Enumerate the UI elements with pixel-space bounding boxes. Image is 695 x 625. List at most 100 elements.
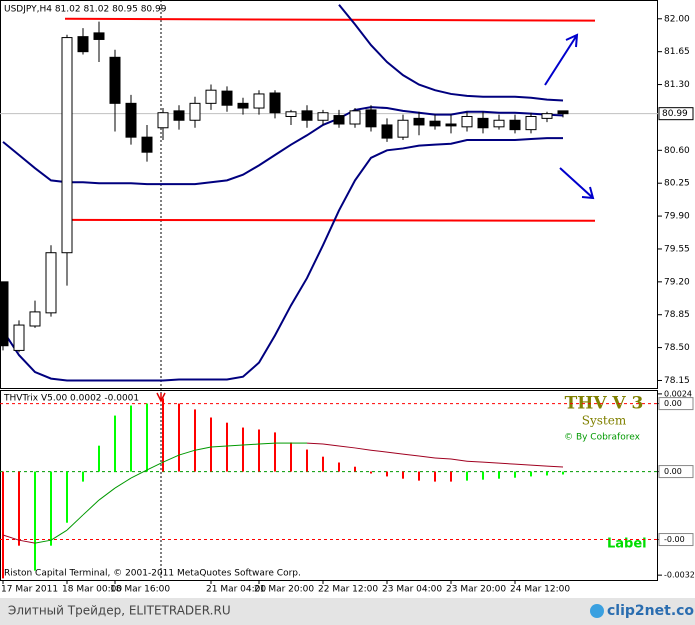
y-tick-label: 79.55 [664, 244, 690, 254]
footer-logo: clip2net.com [607, 603, 695, 619]
signal-line [354, 447, 372, 451]
y-tick-label: 0.00 [664, 467, 682, 476]
price-box [658, 107, 694, 121]
candle-body [461, 115, 473, 128]
label-text: Label [607, 537, 647, 552]
indicator-panel [0, 390, 658, 581]
y-tick-label: 82.00 [664, 14, 690, 24]
background [0, 0, 695, 598]
indicator-title: THVTrix V5.00 0.0002 -0.0001 [3, 394, 139, 404]
x-tick-label: 24 Mar 12:00 [510, 585, 570, 595]
signal-line [114, 477, 132, 489]
x-tick-label: 18 Mar 00:00 [62, 585, 122, 595]
x-tick-label: 21 Mar 20:00 [254, 585, 314, 595]
thv-subtitle: System [582, 414, 627, 428]
candle-body [13, 324, 25, 351]
y-tick-label: 0.0024 [664, 389, 692, 398]
signal-line [226, 444, 244, 447]
y-tick-label: 78.85 [664, 310, 690, 320]
level-line [64, 218, 596, 222]
candle-body [189, 102, 201, 121]
x-tick-label: 23 Mar 20:00 [446, 585, 506, 595]
candle-body [93, 32, 105, 40]
candle-body [221, 90, 233, 106]
thv-title: THV V 3 [565, 394, 644, 414]
signal-line [2, 534, 20, 541]
candle-body [317, 112, 329, 121]
level-line [64, 17, 596, 22]
tick-box [658, 533, 694, 547]
signal-line [402, 453, 420, 457]
candle-body [141, 136, 153, 153]
signal-line [338, 445, 356, 449]
candle-body [445, 123, 457, 127]
signal-line [530, 464, 548, 467]
signal-line [370, 449, 388, 453]
signal-line [162, 454, 180, 463]
signal-line [82, 499, 100, 516]
signal-line [306, 442, 324, 445]
band-line [2, 106, 564, 186]
signal-line [194, 446, 212, 451]
price-panel [0, 0, 658, 389]
candle-body [253, 93, 265, 109]
thv-author: © By Cobraforex [564, 433, 640, 443]
x-tick-label: 21 Mar 04:00 [206, 585, 266, 595]
up-arrow [544, 33, 579, 86]
candle-body [381, 124, 393, 139]
signal-line [434, 457, 452, 460]
y-tick-label: 78.50 [664, 343, 690, 353]
x-tick-label: 23 Mar 04:00 [382, 585, 442, 595]
signal-line [34, 539, 52, 544]
candle-body [541, 113, 553, 119]
candle-body [349, 110, 361, 125]
signal-line [386, 451, 404, 455]
logo-icon [590, 604, 604, 618]
y-tick-label: 79.20 [664, 277, 690, 287]
signal-line [546, 465, 564, 468]
candle-body [365, 109, 377, 128]
candle-body [429, 120, 441, 127]
signal-line [498, 462, 516, 465]
copyright: Riston Capital Terminal, © 2001-2011 Met… [4, 569, 301, 579]
chart-title: USDJPY,H4 81.02 81.02 80.95 80.99 [4, 5, 167, 15]
signal-line [514, 463, 532, 466]
y-tick-label: 78.15 [664, 376, 690, 386]
candle-body [269, 92, 281, 114]
x-tick-label: 18 Mar 16:00 [110, 585, 170, 595]
signal-line [50, 529, 68, 541]
band-line [338, 4, 564, 102]
candle-body [173, 110, 185, 121]
candle-body [157, 112, 169, 129]
candle-body [557, 110, 569, 115]
candle-body [301, 110, 313, 121]
down-arrow [559, 167, 595, 200]
candle-body [61, 37, 73, 254]
signal-line [322, 443, 340, 447]
y-tick-label: -0.0032 [664, 571, 695, 580]
signal-line [210, 445, 228, 448]
candle-body [77, 36, 89, 53]
footer-site: Элитный Трейдер, ELITETRADER.RU [8, 604, 231, 618]
y-tick-label: 80.60 [664, 146, 690, 156]
signal-line [242, 443, 260, 446]
footer-bar [0, 598, 695, 625]
signal-line [482, 461, 500, 464]
y-tick-label: 81.30 [664, 80, 690, 90]
candle-body [205, 89, 217, 104]
y-tick-label: -0.00 [664, 535, 685, 544]
candle-body [493, 119, 505, 128]
y-tick-label: 79.90 [664, 212, 690, 222]
tick-box [658, 465, 694, 479]
candle-body [477, 117, 489, 129]
candle-body [525, 115, 537, 131]
y-tick-label: 80.25 [664, 179, 690, 189]
signal-line [18, 539, 36, 544]
candle-body [237, 102, 249, 109]
candle-body [413, 117, 425, 126]
signal-arrow [156, 392, 166, 403]
signal-line [466, 460, 484, 463]
signal-line [418, 455, 436, 459]
